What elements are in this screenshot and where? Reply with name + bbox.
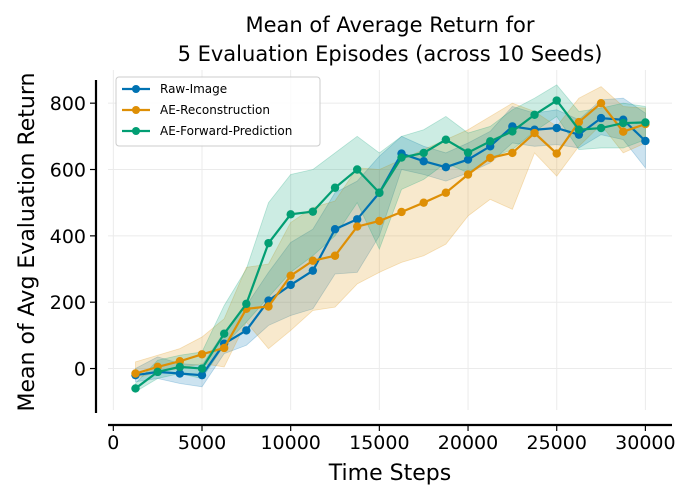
point-series-2-13: [419, 148, 428, 158]
point-series-2-20: [574, 125, 584, 134]
point-series-1-4: [219, 343, 229, 353]
point-series-2-4: [219, 329, 229, 338]
point-series-1-0: [131, 369, 140, 378]
point-series-0-10: [352, 215, 362, 224]
point-series-1-15: [463, 170, 473, 179]
point-series-1-19: [552, 149, 561, 158]
x-tick-label-6: 30000: [615, 432, 675, 454]
x-ticks: 0 5000 10000 15000 20000 25000 30000: [107, 425, 676, 454]
point-series-2-21: [596, 123, 606, 133]
x-tick-label-0: 0: [107, 432, 119, 454]
legend-marker-2: [132, 127, 140, 135]
point-series-2-17: [508, 127, 517, 136]
chart-title-line-2: 5 Evaluation Episodes (across 10 Seeds): [178, 42, 603, 66]
point-series-0-14: [441, 162, 451, 172]
point-series-0-13: [419, 157, 428, 166]
point-series-1-8: [308, 256, 318, 265]
point-series-1-9: [330, 251, 340, 260]
legend-label-2: AE-Forward-Prediction: [160, 124, 292, 138]
series-lines: [131, 96, 650, 393]
x-tick-label-2: 10000: [260, 432, 320, 454]
x-tick-label-5: 25000: [526, 432, 586, 454]
legend-marker-0: [132, 85, 140, 93]
point-series-2-6: [264, 238, 273, 248]
point-series-2-2: [175, 362, 185, 372]
point-series-1-13: [419, 198, 428, 207]
point-series-2-15: [463, 148, 473, 157]
point-series-0-23: [641, 136, 650, 146]
legend-marker-1: [132, 106, 140, 114]
y-ticks: 0 200 400 600 800: [50, 93, 96, 381]
point-series-0-3: [197, 370, 207, 380]
chart-title-line-1: Mean of Average Return for: [246, 13, 535, 37]
x-tick-label-4: 20000: [438, 432, 498, 454]
point-series-1-12: [397, 207, 406, 217]
point-series-1-6: [264, 302, 273, 311]
confidence-bands: [135, 84, 646, 393]
point-series-2-1: [153, 367, 162, 377]
point-series-2-23: [641, 118, 650, 127]
point-series-1-10: [352, 222, 362, 231]
point-series-1-18: [530, 128, 539, 138]
legend-box: [115, 76, 321, 147]
point-series-2-19: [552, 96, 561, 105]
x-tick-label-1: 5000: [178, 432, 226, 454]
point-series-0-8: [308, 266, 318, 275]
legend-label-1: AE-Reconstruction: [160, 103, 270, 117]
point-series-2-5: [242, 299, 251, 309]
point-series-2-18: [530, 110, 539, 119]
point-series-2-12: [397, 153, 406, 162]
point-series-2-3: [197, 364, 207, 373]
point-series-2-11: [375, 188, 384, 197]
x-tick-label-3: 15000: [349, 432, 409, 454]
point-series-0-7: [286, 280, 295, 290]
y-tick-label-1: 200: [50, 292, 86, 314]
y-tick-label-3: 600: [50, 160, 86, 182]
point-series-0-2: [175, 369, 185, 378]
point-series-2-8: [308, 207, 318, 216]
point-series-0-19: [552, 123, 561, 133]
point-series-1-20: [574, 117, 584, 127]
point-series-1-17: [508, 148, 517, 158]
y-tick-label-4: 800: [50, 93, 86, 115]
point-series-1-11: [375, 216, 384, 226]
point-series-0-15: [463, 155, 473, 164]
legend-label-0: Raw-Image: [160, 82, 227, 96]
point-series-1-7: [286, 271, 295, 280]
y-axis-label: Mean of Avg Evaluation Return: [15, 73, 40, 412]
point-series-0-21: [596, 113, 606, 123]
y-tick-label-2: 400: [50, 226, 86, 248]
legend: Raw-Image AE-Reconstruction AE-Forward-Pre…: [115, 76, 321, 147]
point-series-2-7: [286, 210, 295, 219]
point-series-1-22: [619, 127, 628, 136]
point-series-0-9: [330, 225, 340, 234]
point-series-2-10: [352, 165, 362, 174]
x-axis-label: Time Steps: [328, 461, 451, 486]
point-series-1-14: [441, 188, 451, 197]
point-series-1-16: [486, 153, 495, 163]
point-series-2-16: [486, 137, 495, 146]
point-series-1-3: [197, 350, 207, 359]
line-series-2: [134, 99, 646, 390]
band-series-0: [135, 97, 646, 388]
point-series-2-14: [441, 135, 451, 144]
point-series-2-9: [330, 183, 340, 192]
y-tick-label-0: 0: [74, 359, 86, 381]
point-series-2-0: [131, 384, 140, 393]
point-series-2-22: [619, 118, 628, 128]
point-series-1-21: [596, 98, 606, 108]
point-series-0-5: [242, 326, 251, 335]
